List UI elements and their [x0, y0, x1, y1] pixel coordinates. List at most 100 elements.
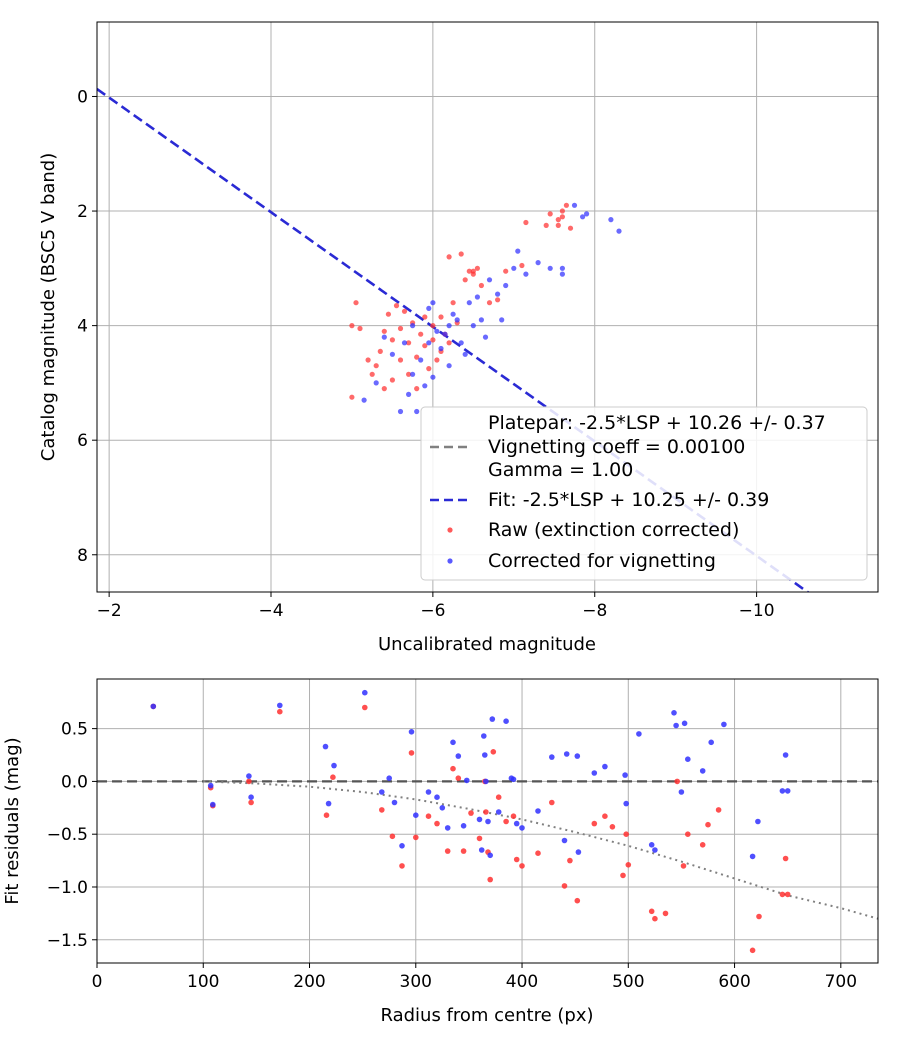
top-points — [349, 202, 622, 415]
bottom-corrected-point — [207, 782, 214, 789]
bottom-corrected-point — [322, 743, 329, 750]
bottom-corrected-point — [246, 773, 252, 779]
bottom-corrected-point — [510, 776, 517, 783]
top-raw-point — [438, 314, 444, 320]
bottom-x-tick-label: 500 — [612, 972, 644, 992]
bottom-y-tick-label: −0.5 — [47, 825, 88, 845]
bottom-x-axis-label: Radius from centre (px) — [380, 1005, 593, 1026]
top-corrected-point — [486, 277, 493, 283]
bottom-plot-frame — [96, 678, 879, 964]
bottom-raw-point — [591, 820, 598, 827]
legend-label: Corrected for vignetting — [488, 550, 716, 572]
bottom-raw-point — [513, 856, 520, 863]
bottom-corrected-point — [779, 788, 786, 794]
bottom-corrected-point — [699, 768, 706, 774]
bottom-raw-point — [549, 799, 555, 806]
bottom-corrected-point — [513, 820, 520, 827]
bottom-corrected-point — [248, 794, 254, 800]
bottom-corrected-point — [464, 777, 470, 784]
top-x-tick-label: −8 — [582, 601, 607, 621]
top-raw-point — [393, 303, 400, 309]
bottom-raw-point — [389, 833, 396, 840]
top-corrected-point — [474, 294, 480, 300]
legend-label: Fit: -2.5*LSP + 10.25 +/- 0.39 — [488, 489, 769, 511]
top-raw-point — [357, 325, 363, 332]
top-raw-point — [474, 265, 480, 271]
bottom-corrected-point — [399, 843, 405, 849]
top-ticks: −2 −4 −6 −8 −10 0 2 4 6 8 — [77, 87, 774, 621]
top-corrected-point — [410, 371, 416, 377]
top-raw-point — [381, 328, 387, 334]
top-raw-point — [543, 222, 549, 228]
top-corrected-point — [547, 265, 553, 271]
top-corrected-point — [430, 300, 436, 306]
bottom-corrected-point — [489, 716, 496, 722]
top-raw-point — [559, 214, 566, 220]
bottom-raw-point — [623, 831, 629, 837]
top-corrected-point — [401, 340, 408, 346]
bottom-corrected-point — [636, 731, 642, 737]
bottom-raw-point — [483, 809, 489, 815]
bottom-corrected-point — [485, 818, 491, 825]
bottom-corrected-point — [413, 812, 419, 818]
top-corrected-point — [410, 323, 416, 329]
top-raw-point — [381, 386, 387, 392]
bottom-corrected-point — [673, 722, 679, 729]
bottom-raw-point — [476, 835, 483, 842]
top-raw-point — [389, 337, 395, 343]
top-raw-point — [377, 348, 383, 354]
top-corrected-point — [434, 328, 440, 334]
bottom-raw-point — [699, 842, 706, 848]
bottom-corrected-point — [478, 847, 485, 853]
bottom-raw-point — [444, 848, 451, 854]
top-corrected-point — [470, 323, 476, 329]
bottom-corrected-point — [755, 818, 761, 825]
bottom-raw-point — [399, 863, 405, 869]
bottom-corrected-point — [444, 825, 451, 831]
bottom-corrected-point — [408, 729, 415, 735]
top-corrected-point — [466, 300, 472, 306]
top-raw-point — [519, 262, 525, 269]
top-raw-point — [478, 282, 484, 289]
bottom-x-tick-label: 0 — [92, 972, 103, 992]
top-raw-point — [470, 271, 476, 277]
top-raw-point — [450, 300, 456, 306]
top-x-tick-label: −2 — [97, 601, 122, 621]
top-corrected-point — [523, 271, 529, 277]
bottom-corrected-point — [325, 800, 332, 807]
bottom-corrected-point — [362, 689, 368, 696]
top-raw-point — [406, 340, 412, 346]
bottom-corrected-point — [652, 847, 658, 853]
bottom-raw-point — [362, 704, 368, 711]
bottom-corrected-point — [575, 849, 582, 855]
top-raw-point — [547, 211, 553, 217]
top-y-tick-label: 8 — [77, 546, 88, 566]
top-corrected-point — [381, 334, 387, 340]
bottom-corrected-point — [425, 789, 432, 795]
bottom-corrected-point — [503, 718, 509, 724]
bottom-corrected-point — [455, 753, 462, 759]
top-raw-point — [462, 277, 468, 283]
bottom-raw-point — [460, 848, 467, 854]
bottom-raw-point — [425, 813, 432, 819]
top-raw-point — [430, 323, 436, 329]
bottom-corrected-point — [602, 763, 608, 770]
top-corrected-point — [450, 311, 456, 317]
top-raw-point — [401, 308, 408, 314]
top-raw-point — [369, 371, 375, 377]
top-corrected-point — [361, 397, 367, 403]
bottom-corrected-point — [535, 808, 541, 814]
bottom-ticks: 0 100 200 300 400 500 600 700 0.5 0.0 −0.5 −1.0 −1.5 — [47, 720, 857, 992]
bottom-raw-point — [784, 891, 791, 898]
legend-dot-swatch — [447, 527, 453, 533]
top-raw-point — [503, 268, 509, 274]
bottom-raw-point — [487, 876, 494, 883]
legend-label: Vignetting coeff = 0.00100 — [488, 436, 745, 458]
bottom-raw-point — [749, 947, 756, 954]
bottom-corrected-point — [574, 753, 581, 759]
bottom-corrected-point — [487, 852, 494, 859]
bottom-raw-point — [648, 908, 655, 915]
top-corrected-point — [426, 340, 432, 346]
top-raw-point — [373, 363, 379, 369]
bottom-raw-point — [246, 778, 252, 785]
